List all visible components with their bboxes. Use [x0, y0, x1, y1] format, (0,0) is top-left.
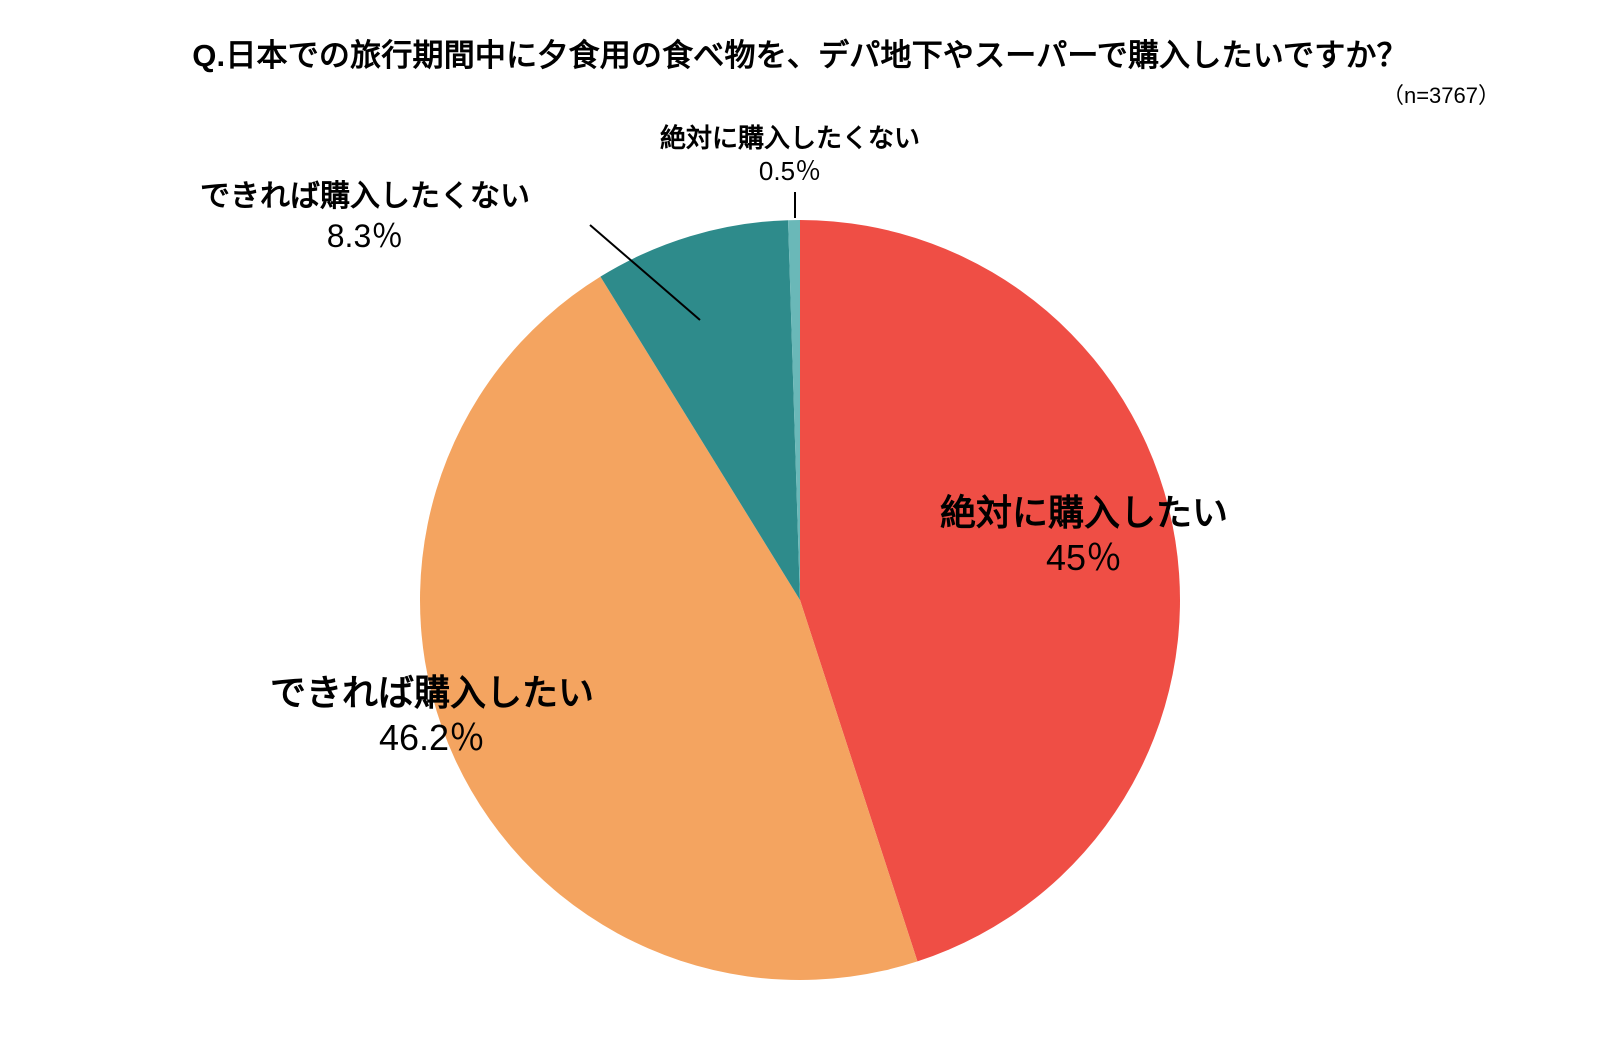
- label-name: 絶対に購入したくない: [660, 122, 920, 155]
- label-name: 絶対に購入したい: [940, 490, 1228, 535]
- label-pct: 0.5％: [660, 155, 920, 188]
- label-definitely-yes: 絶対に購入したい 45％: [940, 490, 1228, 580]
- label-possibly-no: できれば購入したくない 8.3％: [200, 178, 530, 256]
- label-name: できれば購入したくない: [200, 178, 530, 216]
- label-name: できれば購入したい: [270, 670, 594, 715]
- label-pct: 8.3％: [200, 216, 530, 256]
- label-possibly-yes: できれば購入したい 46.2％: [270, 670, 594, 760]
- label-pct: 45％: [940, 535, 1228, 580]
- label-pct: 46.2％: [270, 715, 594, 760]
- pie-chart: 絶対に購入したい 45％ できれば購入したい 46.2％ できれば購入したくない…: [0, 0, 1600, 1046]
- label-definitely-no: 絶対に購入したくない 0.5％: [660, 122, 920, 187]
